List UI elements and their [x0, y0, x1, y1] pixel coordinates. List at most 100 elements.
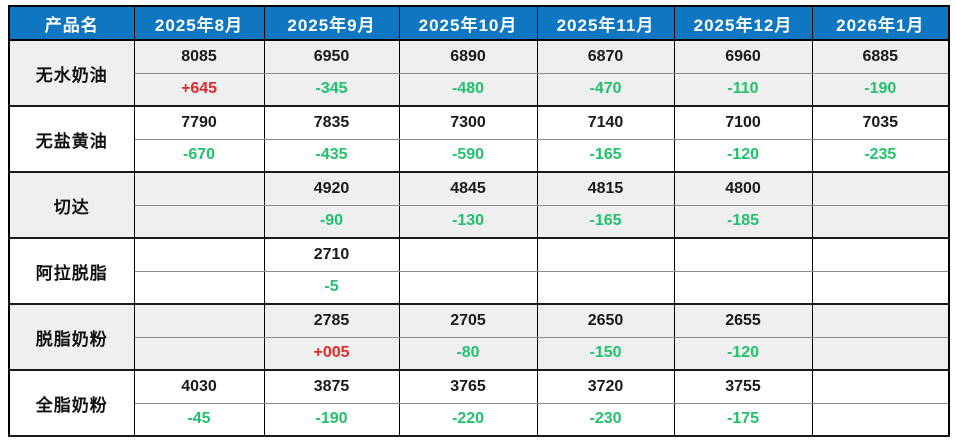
- change-cell: [673, 271, 813, 305]
- change-cell: -5: [263, 271, 400, 305]
- change-cell: -590: [398, 139, 538, 173]
- change-cell: -435: [263, 139, 400, 173]
- price-cell: [398, 238, 538, 272]
- change-cell: [398, 271, 538, 305]
- price-row: 全脂奶粉 4030 3875 3765 3720 3755: [8, 370, 950, 437]
- change-cell: -220: [398, 403, 538, 437]
- change-cell: -80: [398, 337, 538, 371]
- month-header: 2025年9月: [263, 6, 400, 41]
- change-cell: -130: [398, 205, 538, 239]
- price-cell: [811, 304, 950, 338]
- change-cell: -345: [263, 73, 400, 107]
- product-name-cell: 无水奶油: [8, 40, 135, 107]
- change-cell: -120: [673, 139, 813, 173]
- price-cell: 2785: [263, 304, 400, 338]
- month-header: 2025年12月: [673, 6, 813, 41]
- price-cell: 7035: [811, 106, 950, 140]
- price-row: 切达 4920 4845 4815 4800: [8, 172, 950, 239]
- change-cell: -235: [811, 139, 950, 173]
- price-cell: 4920: [263, 172, 400, 206]
- change-cell: -185: [673, 205, 813, 239]
- change-cell: -670: [133, 139, 265, 173]
- product-name-header: 产品名: [8, 6, 135, 41]
- change-cell: -120: [673, 337, 813, 371]
- price-cell: 2705: [398, 304, 538, 338]
- price-cell: 4815: [536, 172, 675, 206]
- header-row: 产品名 2025年8月 2025年9月 2025年10月 2025年11月 20…: [8, 6, 950, 41]
- price-cell: 7140: [536, 106, 675, 140]
- change-cell: -90: [263, 205, 400, 239]
- change-cell: -190: [263, 403, 400, 437]
- price-row: 阿拉脱脂 2710: [8, 238, 950, 305]
- product-price-table: 产品名 2025年8月 2025年9月 2025年10月 2025年11月 20…: [8, 5, 950, 437]
- price-cell: 7300: [398, 106, 538, 140]
- price-cell: [133, 172, 265, 206]
- product-name-cell: 切达: [8, 172, 135, 239]
- change-cell: [133, 337, 265, 371]
- price-cell: 7835: [263, 106, 400, 140]
- price-cell: 3875: [263, 370, 400, 404]
- price-cell: 2710: [263, 238, 400, 272]
- price-cell: 4030: [133, 370, 265, 404]
- month-header: 2025年8月: [133, 6, 265, 41]
- price-cell: 4800: [673, 172, 813, 206]
- price-cell: 4845: [398, 172, 538, 206]
- price-cell: 6960: [673, 40, 813, 74]
- change-row: -670 -435 -590 -165 -120 -235: [9, 139, 950, 173]
- price-cell: 8085: [133, 40, 265, 74]
- product-name-cell: 阿拉脱脂: [8, 238, 135, 305]
- product-name-cell: 全脂奶粉: [8, 370, 135, 437]
- price-cell: 3720: [536, 370, 675, 404]
- change-cell: -175: [673, 403, 813, 437]
- change-cell: -480: [398, 73, 538, 107]
- month-header: 2025年11月: [536, 6, 675, 41]
- change-cell: [811, 205, 950, 239]
- change-cell: +645: [133, 73, 265, 107]
- change-cell: -470: [536, 73, 675, 107]
- price-cell: 2655: [673, 304, 813, 338]
- change-cell: -150: [536, 337, 675, 371]
- change-cell: [133, 205, 265, 239]
- price-cell: 6950: [263, 40, 400, 74]
- price-cell: 6890: [398, 40, 538, 74]
- change-cell: -230: [536, 403, 675, 437]
- price-cell: [673, 238, 813, 272]
- change-cell: -110: [673, 73, 813, 107]
- price-cell: [811, 238, 950, 272]
- price-cell: [536, 238, 675, 272]
- month-header: 2026年1月: [811, 6, 950, 41]
- price-cell: 7100: [673, 106, 813, 140]
- change-cell: -45: [133, 403, 265, 437]
- price-cell: 3765: [398, 370, 538, 404]
- change-cell: [133, 271, 265, 305]
- product-name-cell: 无盐黄油: [8, 106, 135, 173]
- change-cell: [811, 337, 950, 371]
- price-row: 无盐黄油 7790 7835 7300 7140 7100 7035: [8, 106, 950, 173]
- price-cell: [811, 370, 950, 404]
- change-cell: [811, 403, 950, 437]
- month-header: 2025年10月: [398, 6, 538, 41]
- change-cell: -165: [536, 205, 675, 239]
- change-row: +005 -80 -150 -120: [9, 337, 950, 371]
- change-cell: -165: [536, 139, 675, 173]
- price-row: 无水奶油 8085 6950 6890 6870 6960 6885: [8, 40, 950, 107]
- change-cell: [536, 271, 675, 305]
- price-row: 脱脂奶粉 2785 2705 2650 2655: [8, 304, 950, 371]
- price-cell: [133, 304, 265, 338]
- change-cell: [811, 271, 950, 305]
- price-cell: 6870: [536, 40, 675, 74]
- price-cell: 6885: [811, 40, 950, 74]
- change-cell: +005: [263, 337, 400, 371]
- change-row: -90 -130 -165 -185: [9, 205, 950, 239]
- change-row: +645 -345 -480 -470 -110 -190: [9, 73, 950, 107]
- change-row: -45 -190 -220 -230 -175: [9, 403, 950, 437]
- product-name-cell: 脱脂奶粉: [8, 304, 135, 371]
- price-cell: [133, 238, 265, 272]
- price-cell: 3755: [673, 370, 813, 404]
- change-cell: -190: [811, 73, 950, 107]
- price-cell: [811, 172, 950, 206]
- price-cell: 7790: [133, 106, 265, 140]
- price-cell: 2650: [536, 304, 675, 338]
- table-body: 无水奶油 8085 6950 6890 6870 6960 6885 +645 -345 -480…: [8, 40, 950, 437]
